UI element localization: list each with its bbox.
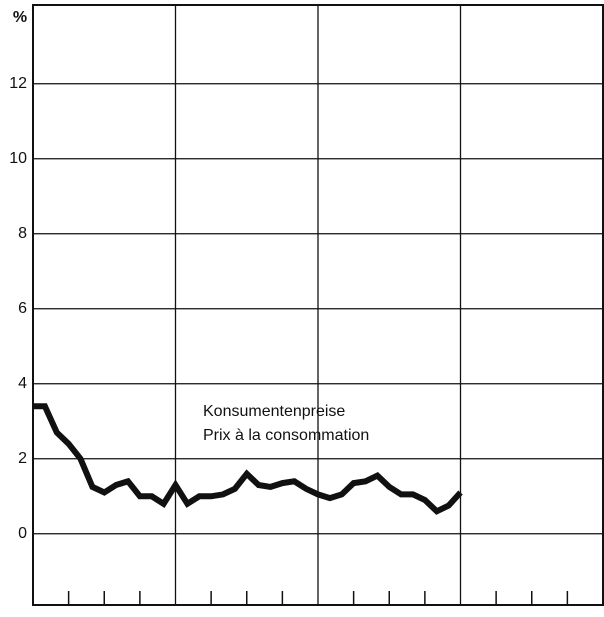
y-tick-label: 10 xyxy=(9,150,27,167)
y-tick-label: 12 xyxy=(9,75,27,92)
y-tick-label: 0 xyxy=(18,525,27,542)
annotation: Prix à la consommation xyxy=(203,427,369,444)
y-unit-label: % xyxy=(13,9,27,26)
y-tick-label: 8 xyxy=(18,225,27,242)
annotation: Konsumentenpreise xyxy=(203,403,345,420)
y-tick-label: 2 xyxy=(18,450,27,467)
y-tick-label: 4 xyxy=(18,375,27,392)
data-line xyxy=(33,403,463,515)
y-tick-label: 6 xyxy=(18,300,27,317)
